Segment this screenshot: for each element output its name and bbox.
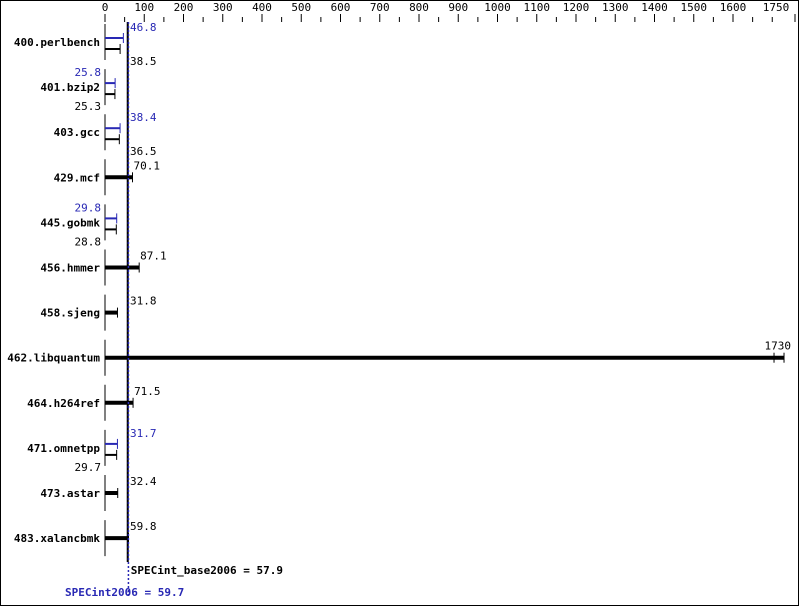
benchmark-label: 464.h264ref	[27, 397, 100, 410]
x-tick-label: 1300	[602, 1, 629, 14]
value-label: 70.1	[134, 159, 161, 172]
x-tick-label: 1500	[681, 1, 708, 14]
base-summary-label: SPECint_base2006 = 57.9	[131, 564, 283, 577]
x-tick-label: 400	[252, 1, 272, 14]
benchmark-label: 456.hmmer	[40, 262, 100, 275]
value-label: 29.8	[75, 201, 102, 214]
benchmark-label: 458.sjeng	[40, 307, 100, 320]
x-tick-label: 1100	[524, 1, 551, 14]
x-axis: 0 100 200 300 400 500 600 700 800 900 1000 1100 1200…	[102, 1, 796, 22]
value-label: 28.8	[75, 235, 102, 248]
x-tick-label: 900	[448, 1, 468, 14]
x-tick-label: 200	[174, 1, 194, 14]
value-label: 87.1	[140, 250, 167, 263]
value-label: 1730	[765, 340, 792, 353]
x-tick-label: 500	[291, 1, 311, 14]
value-label: 25.3	[75, 100, 102, 113]
benchmark-label: 483.xalancbmk	[14, 532, 100, 545]
benchmark-label: 471.omnetpp	[27, 442, 100, 455]
benchmark-label: 403.gcc	[54, 126, 100, 139]
x-tick-label: 300	[213, 1, 233, 14]
value-label: 59.8	[130, 520, 157, 533]
value-label: 36.5	[130, 145, 157, 158]
x-tick-label: 600	[331, 1, 351, 14]
x-tick-label: 100	[134, 1, 154, 14]
x-tick-label: 0	[102, 1, 109, 14]
value-label: 31.7	[130, 427, 157, 440]
benchmark-label: 462.libquantum	[7, 352, 100, 365]
value-label: 25.8	[75, 66, 102, 79]
benchmark-label: 473.astar	[40, 487, 100, 500]
x-tick-label: 1400	[641, 1, 668, 14]
x-tick-label: 1200	[563, 1, 590, 14]
benchmark-label: 401.bzip2	[40, 81, 100, 94]
x-tick-label: 800	[409, 1, 429, 14]
benchmark-label: 429.mcf	[54, 171, 100, 184]
x-tick-label: 700	[370, 1, 390, 14]
x-tick-label: 1000	[484, 1, 511, 14]
benchmark-label: 445.gobmk	[40, 216, 100, 229]
value-label: 31.8	[130, 295, 157, 308]
value-label: 46.8	[130, 21, 157, 34]
bars: 400.perlbench 46.8 38.5 401.bzip2 25.8 25.3 40…	[7, 21, 792, 557]
reference-lines: SPECint_base2006 = 57.9 SPECint2006 = 59.…	[65, 22, 283, 599]
value-label: 32.4	[130, 475, 157, 488]
value-label: 29.7	[75, 461, 102, 474]
value-label: 38.4	[130, 111, 157, 124]
x-tick-label: 1600	[720, 1, 747, 14]
value-label: 38.5	[130, 55, 157, 68]
value-label: 71.5	[134, 385, 161, 398]
benchmark-label: 400.perlbench	[14, 36, 100, 49]
peak-summary-label: SPECint2006 = 59.7	[65, 586, 184, 599]
x-tick-label: 1750	[763, 1, 790, 14]
